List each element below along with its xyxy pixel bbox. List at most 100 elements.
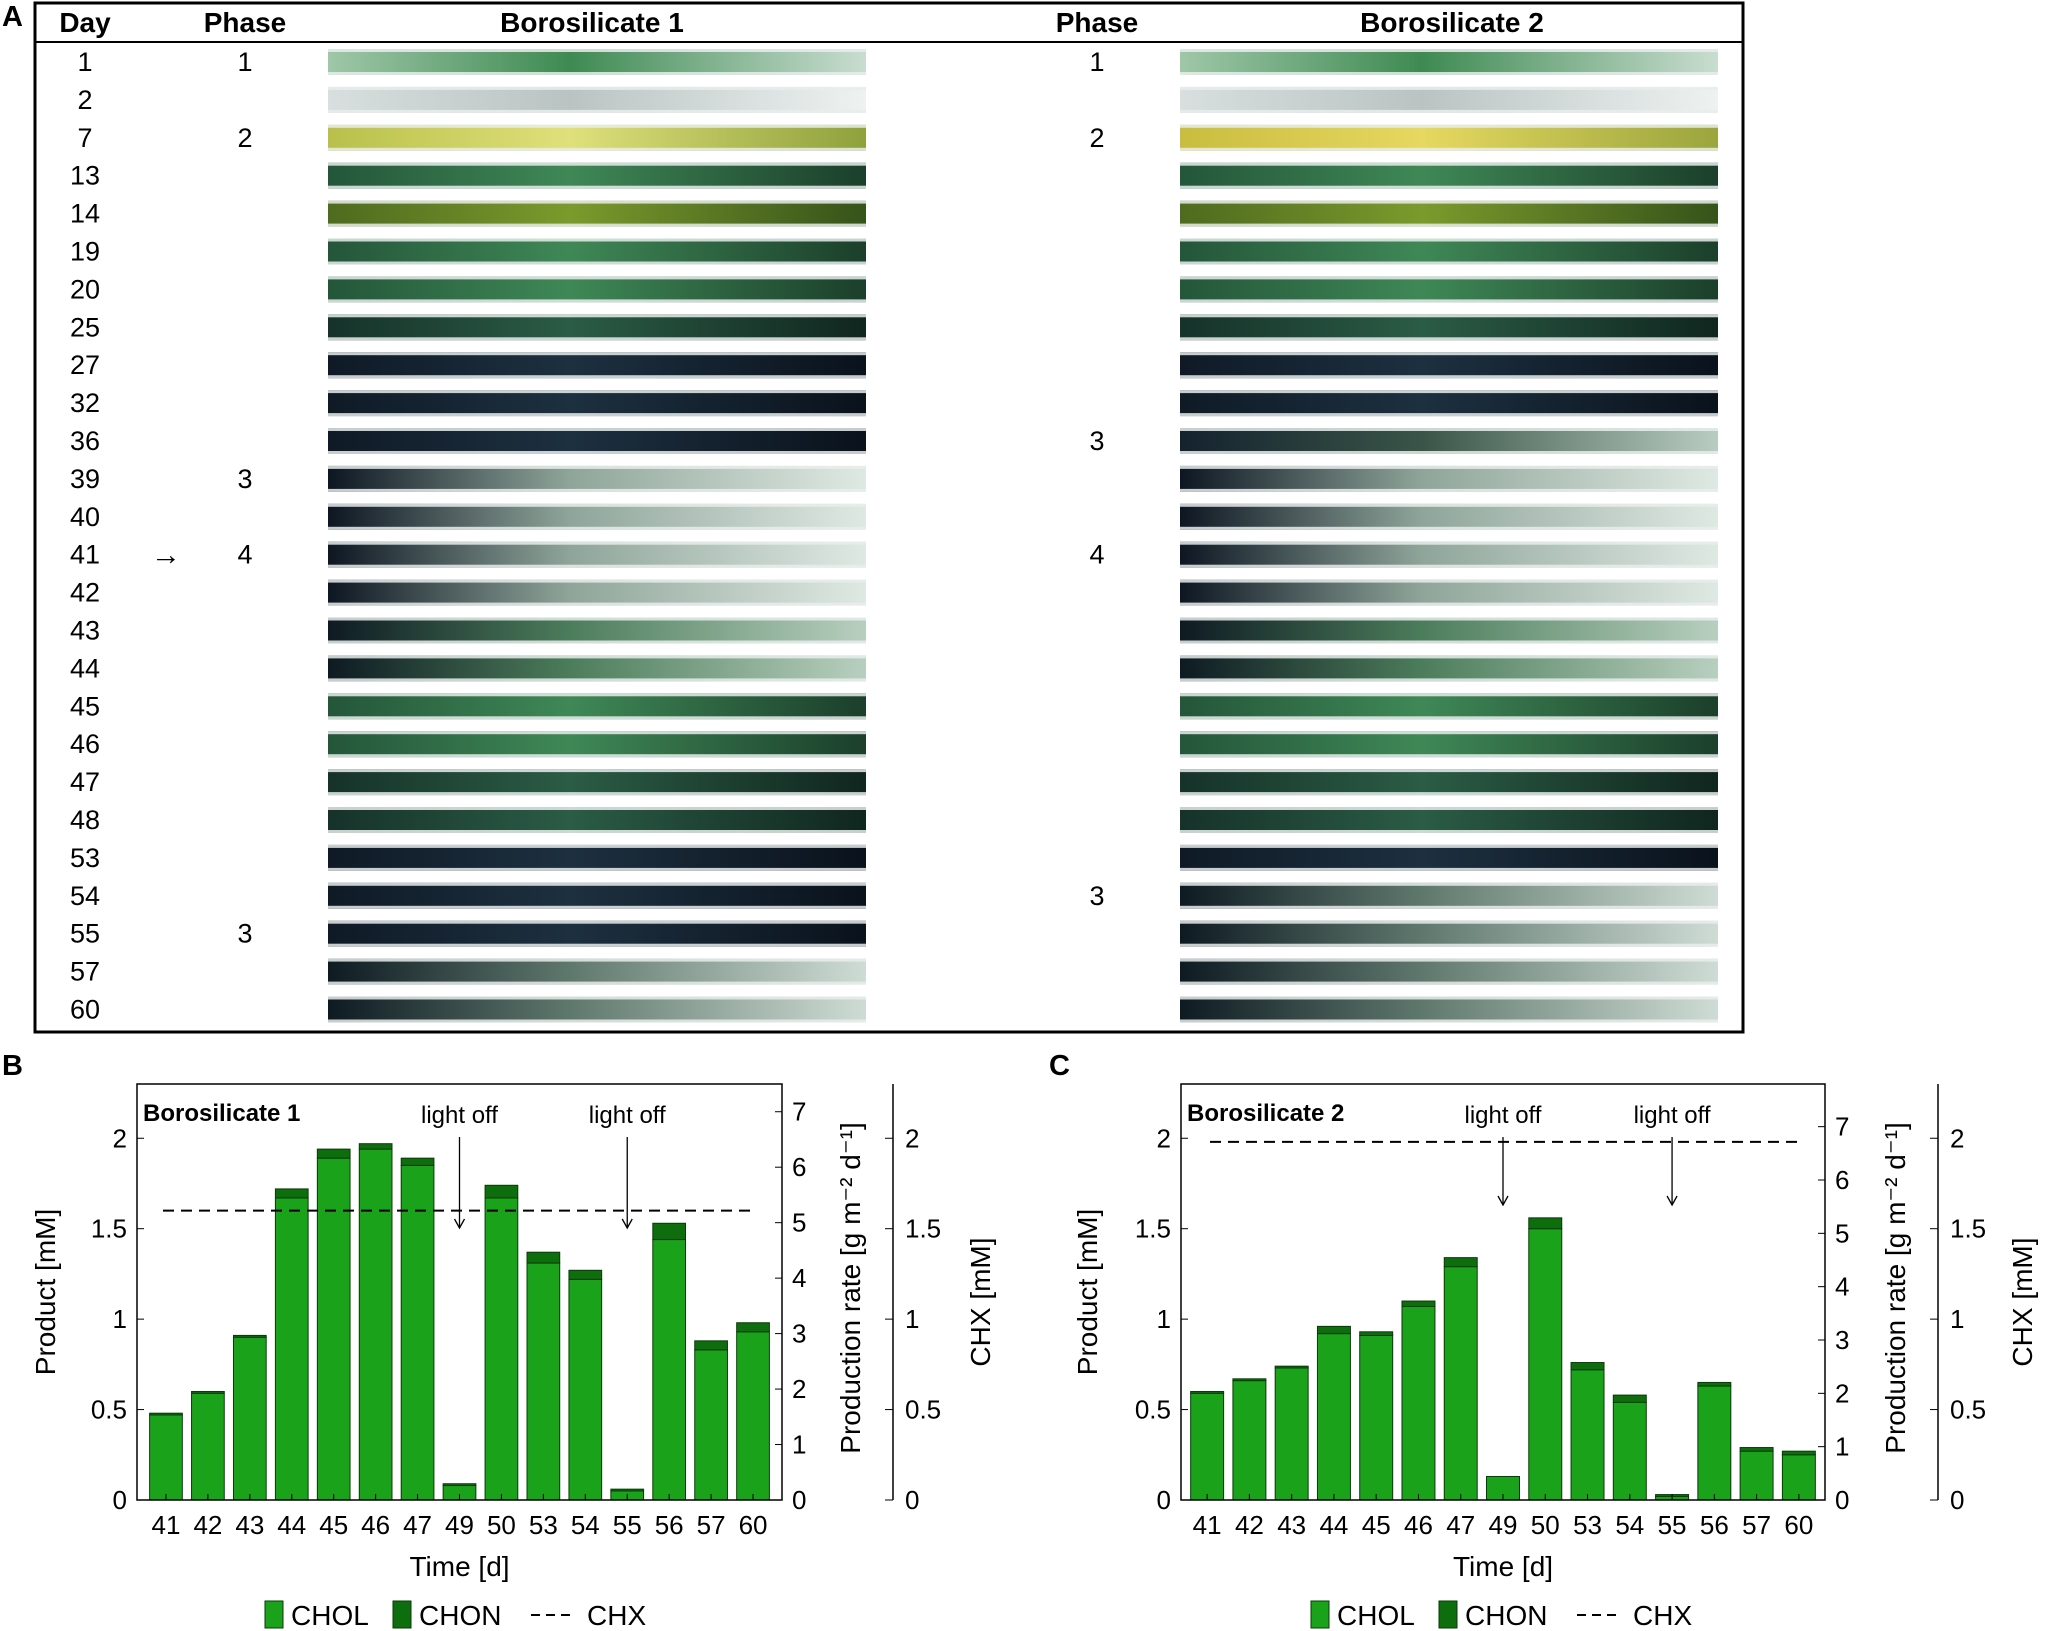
tube-glass-highlight — [1180, 238, 1718, 242]
tube-glass-highlight — [328, 124, 866, 128]
tube-glass-highlight — [328, 428, 866, 431]
photo-row-day-53: 53 — [70, 843, 1718, 873]
y3-tick-label-0.5: 0.5 — [1950, 1395, 1986, 1425]
x-tick-label-53: 53 — [529, 1510, 558, 1540]
legend-label-chol: CHOL — [291, 1600, 369, 1631]
tube-glass-highlight — [328, 602, 866, 606]
bar-chol-54 — [568, 1278, 603, 1501]
tube-glass-highlight — [328, 807, 866, 810]
tube-glass-highlight — [1180, 844, 1718, 848]
bar-chon-45 — [316, 1148, 351, 1159]
y-tick-label-1: 1 — [113, 1304, 127, 1334]
annotation-light-off-2: light off — [1634, 1102, 1711, 1129]
header-borosilicate-1: Borosilicate 1 — [500, 7, 684, 38]
day-label: 55 — [70, 919, 100, 949]
day-label: 36 — [70, 426, 100, 456]
tube-photo-borosilicate-1 — [328, 693, 866, 720]
y3-tick-label-2: 2 — [1950, 1123, 1964, 1153]
panel-b-chart: B 41 42 43 44 45 46 47 49 50 53 54 55 56 57 60Borosili… — [2, 1050, 996, 1631]
legend-label-chol: CHOL — [1337, 1600, 1415, 1631]
tube-glass-highlight — [328, 844, 866, 848]
bar-chon-45 — [1359, 1331, 1394, 1336]
y-axis-label: Product [mM] — [1072, 1209, 1103, 1375]
tube-glass-highlight — [328, 147, 866, 151]
day-label: 19 — [70, 237, 100, 267]
phase-b1-label: 4 — [237, 540, 252, 570]
tube-glass-highlight — [328, 223, 866, 227]
panel-a-photo-table: A Day Phase Borosilicate 1 Phase Borosil… — [2, 1, 1745, 1034]
bar-chol-47 — [1443, 1266, 1478, 1501]
tube-photo-borosilicate-1 — [328, 49, 866, 75]
y-tick-label-0: 0 — [113, 1485, 127, 1515]
photo-row-day-20: 20 — [70, 274, 1718, 304]
tube-glass-highlight — [328, 390, 866, 394]
bar-chon-54 — [568, 1269, 603, 1280]
bar-chol-57 — [694, 1349, 728, 1501]
y-tick-label-0.5: 0.5 — [1135, 1395, 1171, 1425]
tube-glass-highlight — [1180, 451, 1718, 454]
y3-tick-label-0: 0 — [1950, 1485, 1964, 1515]
legend-label-chon: CHON — [419, 1600, 501, 1631]
tube-glass-highlight — [1180, 905, 1718, 909]
bar-chol-45 — [1359, 1334, 1394, 1501]
photo-row-day-43: 43 — [70, 616, 1718, 646]
tube-glass-highlight — [1180, 72, 1718, 75]
phase-b2-label: 3 — [1089, 881, 1104, 911]
x-tick-label-54: 54 — [1615, 1510, 1644, 1540]
bar-chol-42 — [1232, 1380, 1267, 1501]
x-tick-label-42: 42 — [193, 1510, 222, 1540]
bar-chon-42 — [191, 1390, 225, 1394]
day-label: 40 — [70, 502, 100, 532]
panel-a-label: A — [2, 1, 23, 33]
bar-chon-53 — [526, 1251, 561, 1264]
tube-glass-highlight — [1180, 428, 1718, 431]
tube-glass-highlight — [1180, 185, 1718, 189]
legend-swatch-chol — [264, 1600, 284, 1629]
tube-glass-highlight — [328, 564, 866, 568]
y2-tick-label-7: 7 — [792, 1097, 806, 1127]
bar-chol-60 — [736, 1331, 770, 1501]
tube-photo-borosilicate-2 — [1180, 465, 1718, 492]
photo-row-day-48: 48 — [70, 805, 1718, 835]
x-tick-label-44: 44 — [277, 1510, 306, 1540]
bar-chon-54 — [1612, 1394, 1647, 1403]
y2-tick-label-7: 7 — [1835, 1112, 1849, 1142]
bar-chon-57 — [694, 1340, 728, 1351]
tube-photo-borosilicate-1 — [328, 958, 866, 985]
tube-photo-borosilicate-1 — [328, 882, 866, 909]
header-phase-1: Phase — [204, 7, 287, 38]
tube-photo-borosilicate-2 — [1180, 807, 1718, 833]
bar-chol-56 — [1697, 1385, 1732, 1501]
bar-chol-50 — [1528, 1228, 1563, 1501]
y2-tick-label-4: 4 — [1835, 1272, 1849, 1302]
tube-glass-highlight — [1180, 375, 1718, 379]
tube-glass-highlight — [1180, 276, 1718, 280]
tube-glass-highlight — [1180, 579, 1718, 583]
tube-glass-highlight — [1180, 488, 1718, 492]
tube-photo-borosilicate-1 — [328, 124, 866, 151]
tube-glass-highlight — [328, 617, 866, 621]
y-tick-label-2: 2 — [113, 1123, 127, 1153]
x-tick-label-54: 54 — [571, 1510, 600, 1540]
x-tick-label-50: 50 — [1531, 1510, 1560, 1540]
bar-chon-50 — [484, 1184, 519, 1199]
bar-chon-43 — [232, 1334, 267, 1338]
tube-photo-borosilicate-1 — [328, 769, 866, 796]
tube-photo-borosilicate-2 — [1180, 314, 1718, 341]
tube-photo-borosilicate-2 — [1180, 844, 1718, 871]
photo-row-day-42: 42 — [70, 578, 1718, 608]
tube-photo-borosilicate-1 — [328, 276, 866, 303]
tube-glass-highlight — [328, 579, 866, 583]
photo-row-day-27: 27 — [70, 350, 1718, 380]
tube-glass-highlight — [1180, 640, 1718, 644]
day-label: 32 — [70, 388, 100, 418]
bar-chon-41 — [149, 1412, 183, 1416]
tube-glass-highlight — [1180, 314, 1718, 318]
y2-tick-label-1: 1 — [1835, 1432, 1849, 1462]
tube-glass-highlight — [328, 754, 866, 758]
tube-glass-highlight — [328, 693, 866, 697]
photo-row-day-2: 2 — [77, 85, 1718, 115]
day-label: 48 — [70, 805, 100, 835]
photo-row-day-60: 60 — [70, 995, 1718, 1025]
arrow-marker: → — [151, 539, 181, 572]
